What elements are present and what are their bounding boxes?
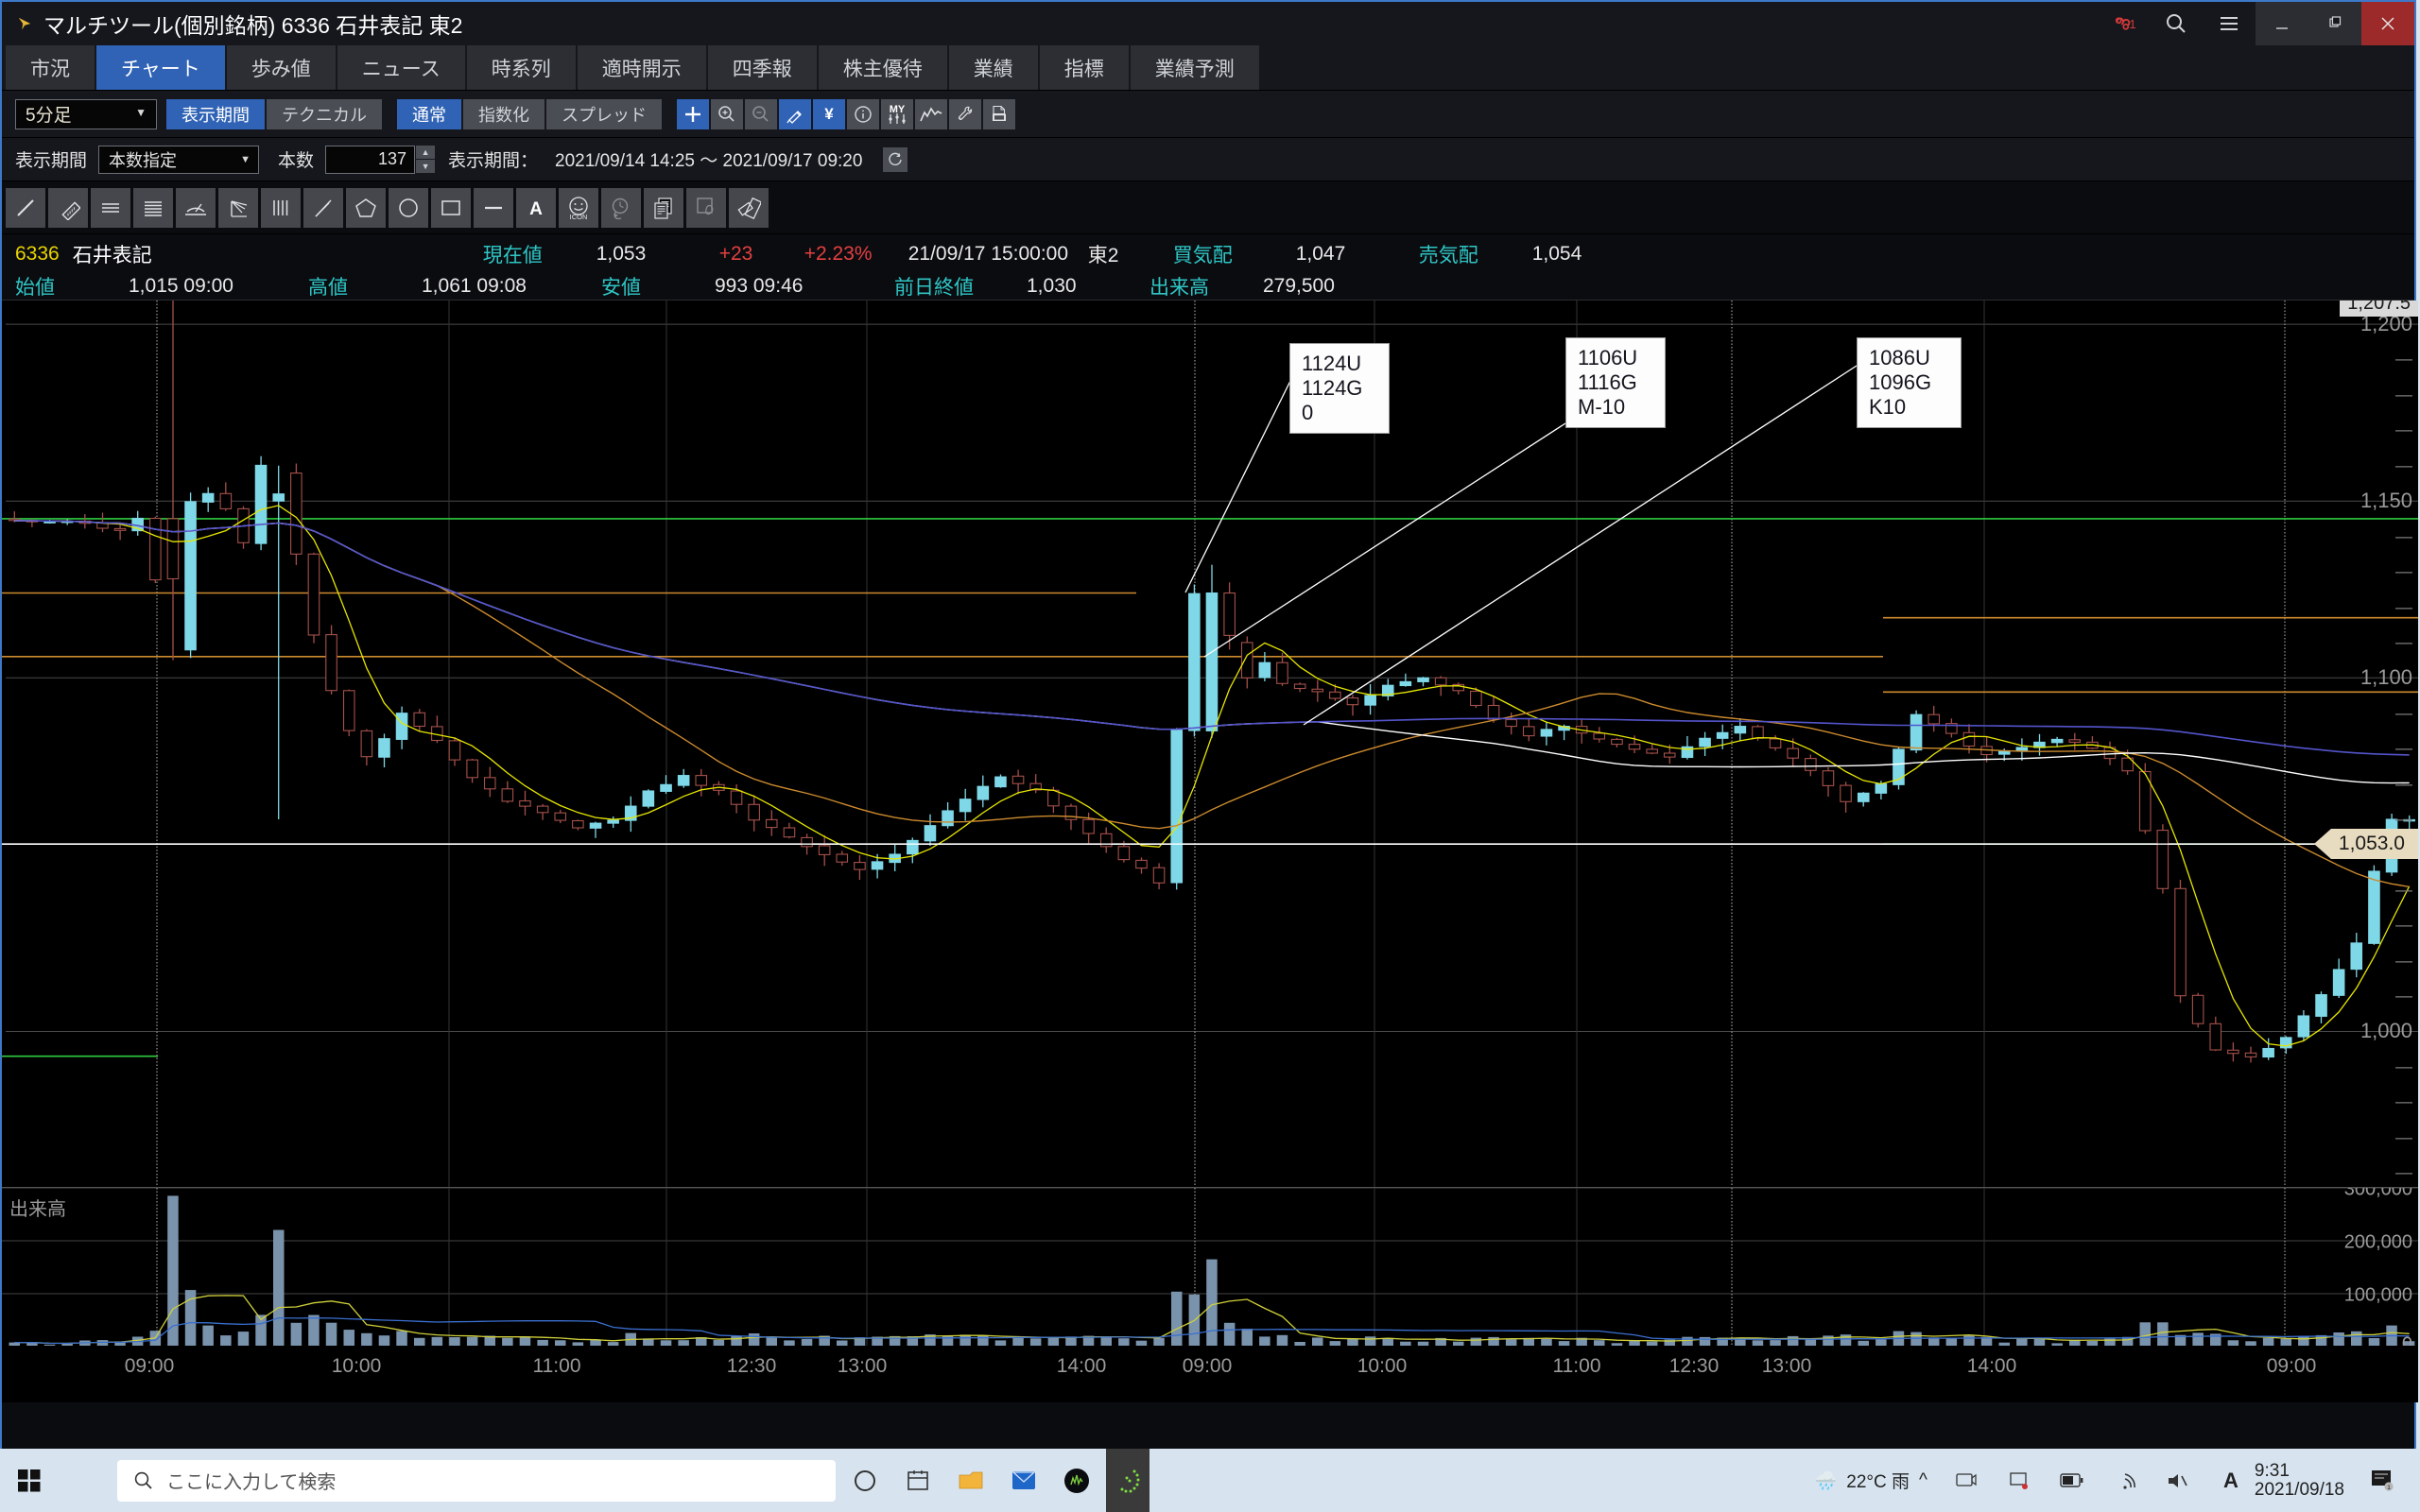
svg-text:1: 1	[2387, 1485, 2391, 1491]
svg-text:A: A	[529, 199, 543, 219]
svg-text:ICON: ICON	[570, 213, 588, 221]
